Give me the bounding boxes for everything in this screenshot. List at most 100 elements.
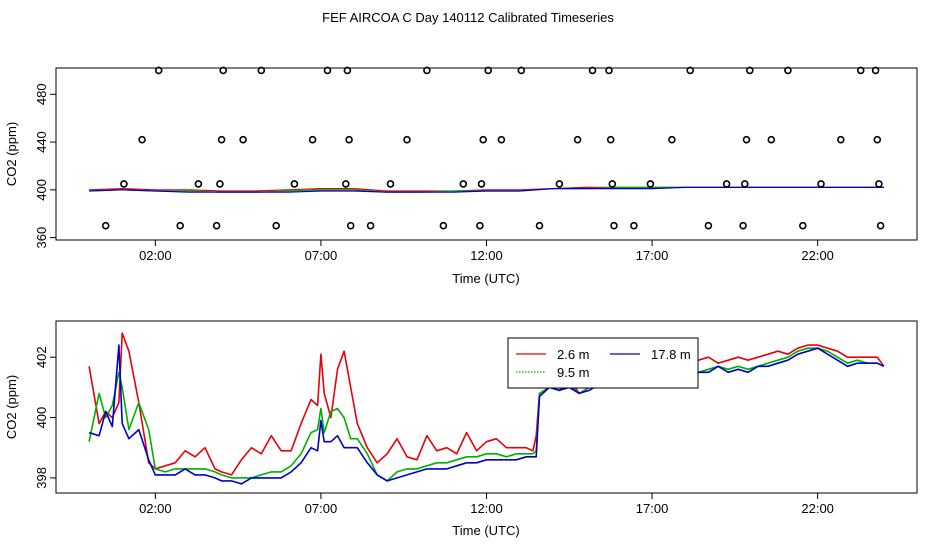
calibration-point: [323, 66, 332, 75]
calibration-point: [686, 66, 695, 75]
top-y-tick-label: 400: [34, 179, 49, 201]
bottom-x-axis: 02:00 07:00 12:00 17:00 22:00: [139, 493, 834, 516]
calibration-point: [477, 180, 486, 188]
bottom-x-tick-label: 07:00: [305, 501, 338, 516]
calibration-point: [479, 135, 488, 144]
calibration-point: [856, 66, 865, 75]
calibration-point: [272, 221, 281, 230]
bottom-x-axis-label: Time (UTC): [452, 523, 519, 538]
calibration-point: [784, 66, 792, 75]
calibration-point: [745, 66, 754, 75]
top-y-axis-label: CO2 (ppm): [4, 122, 19, 186]
calibration-point: [606, 135, 615, 144]
calibration-point: [722, 180, 731, 188]
legend-label-2-6-m: 2.6 m: [557, 347, 590, 362]
legend-label-17-8-m: 17.8 m: [651, 347, 691, 362]
calibration-point: [876, 221, 885, 230]
calibration-point: [239, 135, 247, 144]
calibration-point: [610, 221, 618, 230]
calibration-point: [740, 180, 749, 188]
calibration-point: [555, 180, 564, 188]
bottom-x-tick-label: 12:00: [470, 501, 503, 516]
calibration-point: [742, 135, 751, 144]
top-x-axis: 02:00 07:00 12:00 17:00 22:00: [139, 240, 834, 263]
bottom-x-tick-label: 17:00: [636, 501, 669, 516]
calibration-point: [290, 180, 299, 188]
calibration-point: [798, 221, 807, 230]
calibration-point: [767, 135, 776, 144]
calibration-point: [517, 66, 526, 75]
top-y-tick-label: 440: [34, 131, 49, 153]
top-x-tick-label: 07:00: [305, 248, 338, 263]
top-x-tick-label: 12:00: [470, 248, 503, 263]
calibration-point: [345, 135, 353, 144]
calibration-point: [341, 180, 350, 188]
calibration-point: [257, 66, 266, 75]
top-x-tick-label: 17:00: [636, 248, 669, 263]
bottom-y-tick-label: 398: [34, 467, 49, 489]
calibration-point: [459, 180, 468, 188]
bottom-series-lines: [88, 332, 885, 485]
calibration-point: [535, 221, 544, 230]
bottom-y-axis-label: CO2 (ppm): [4, 375, 19, 439]
calibration-point: [668, 135, 676, 144]
calibration-point: [194, 180, 203, 188]
calibration-point: [476, 221, 484, 230]
bottom-x-tick-label: 02:00: [139, 501, 172, 516]
calibration-point: [216, 180, 224, 188]
legend: 2.6 m 9.5 m 17.8 m: [507, 337, 699, 389]
calibration-point: [646, 180, 655, 188]
calibration-point: [366, 221, 375, 230]
top-y-tick-label: 480: [34, 83, 49, 105]
calibration-point: [608, 180, 617, 188]
top-x-tick-label: 22:00: [801, 248, 834, 263]
bottom-y-tick-label: 400: [34, 407, 49, 429]
calibration-point: [484, 66, 493, 75]
top-series-lines: [89, 186, 884, 193]
top-panel: 02:00 07:00 12:00 17:00 22:00 360 400 440 480 T…: [4, 66, 918, 286]
calibration-point: [217, 135, 226, 144]
bottom-series-line-17-8-m: [88, 344, 885, 485]
calibration-point: [573, 135, 582, 144]
calibration-point: [605, 66, 613, 75]
bottom-y-axis: 398 400 402: [34, 346, 56, 489]
calibration-point: [630, 221, 638, 230]
calibration-point: [439, 221, 448, 230]
calibration-point: [343, 66, 352, 75]
legend-box: [507, 337, 699, 389]
calibration-point: [739, 221, 747, 230]
calibration-point: [873, 135, 882, 144]
calibration-point: [423, 66, 431, 75]
top-calibration-points: [101, 66, 885, 230]
bottom-series-line-9-5-m: [88, 347, 885, 482]
calibration-point: [817, 180, 825, 188]
bottom-series-line-2-6-m: [88, 332, 885, 476]
calibration-point: [871, 66, 880, 75]
calibration-point: [346, 221, 355, 230]
bottom-x-tick-label: 22:00: [801, 501, 834, 516]
top-x-axis-label: Time (UTC): [452, 271, 519, 286]
top-y-axis: 360 400 440 480: [34, 83, 56, 248]
calibration-point: [704, 221, 713, 230]
top-y-tick-label: 360: [34, 227, 49, 249]
calibration-point: [836, 135, 845, 144]
calibration-point: [138, 135, 146, 144]
legend-label-9-5-m: 9.5 m: [557, 365, 590, 380]
bottom-y-tick-label: 402: [34, 346, 49, 368]
calibration-point: [120, 180, 128, 188]
bottom-panel: 02:00 07:00 12:00 17:00 22:00 398 400 402 Time…: [4, 320, 918, 538]
calibration-point: [101, 221, 110, 230]
calibration-point: [497, 135, 506, 144]
calibration-point: [154, 66, 163, 75]
figure-title: FEF AIRCOA C Day 140112 Calibrated Times…: [322, 10, 614, 25]
top-series-line-17-8-m: [89, 186, 884, 193]
calibration-point: [588, 66, 597, 75]
calibration-point: [176, 221, 184, 230]
calibration-point: [386, 180, 395, 188]
calibration-point: [308, 135, 317, 144]
calibration-point: [212, 221, 221, 230]
calibration-point: [403, 135, 411, 144]
